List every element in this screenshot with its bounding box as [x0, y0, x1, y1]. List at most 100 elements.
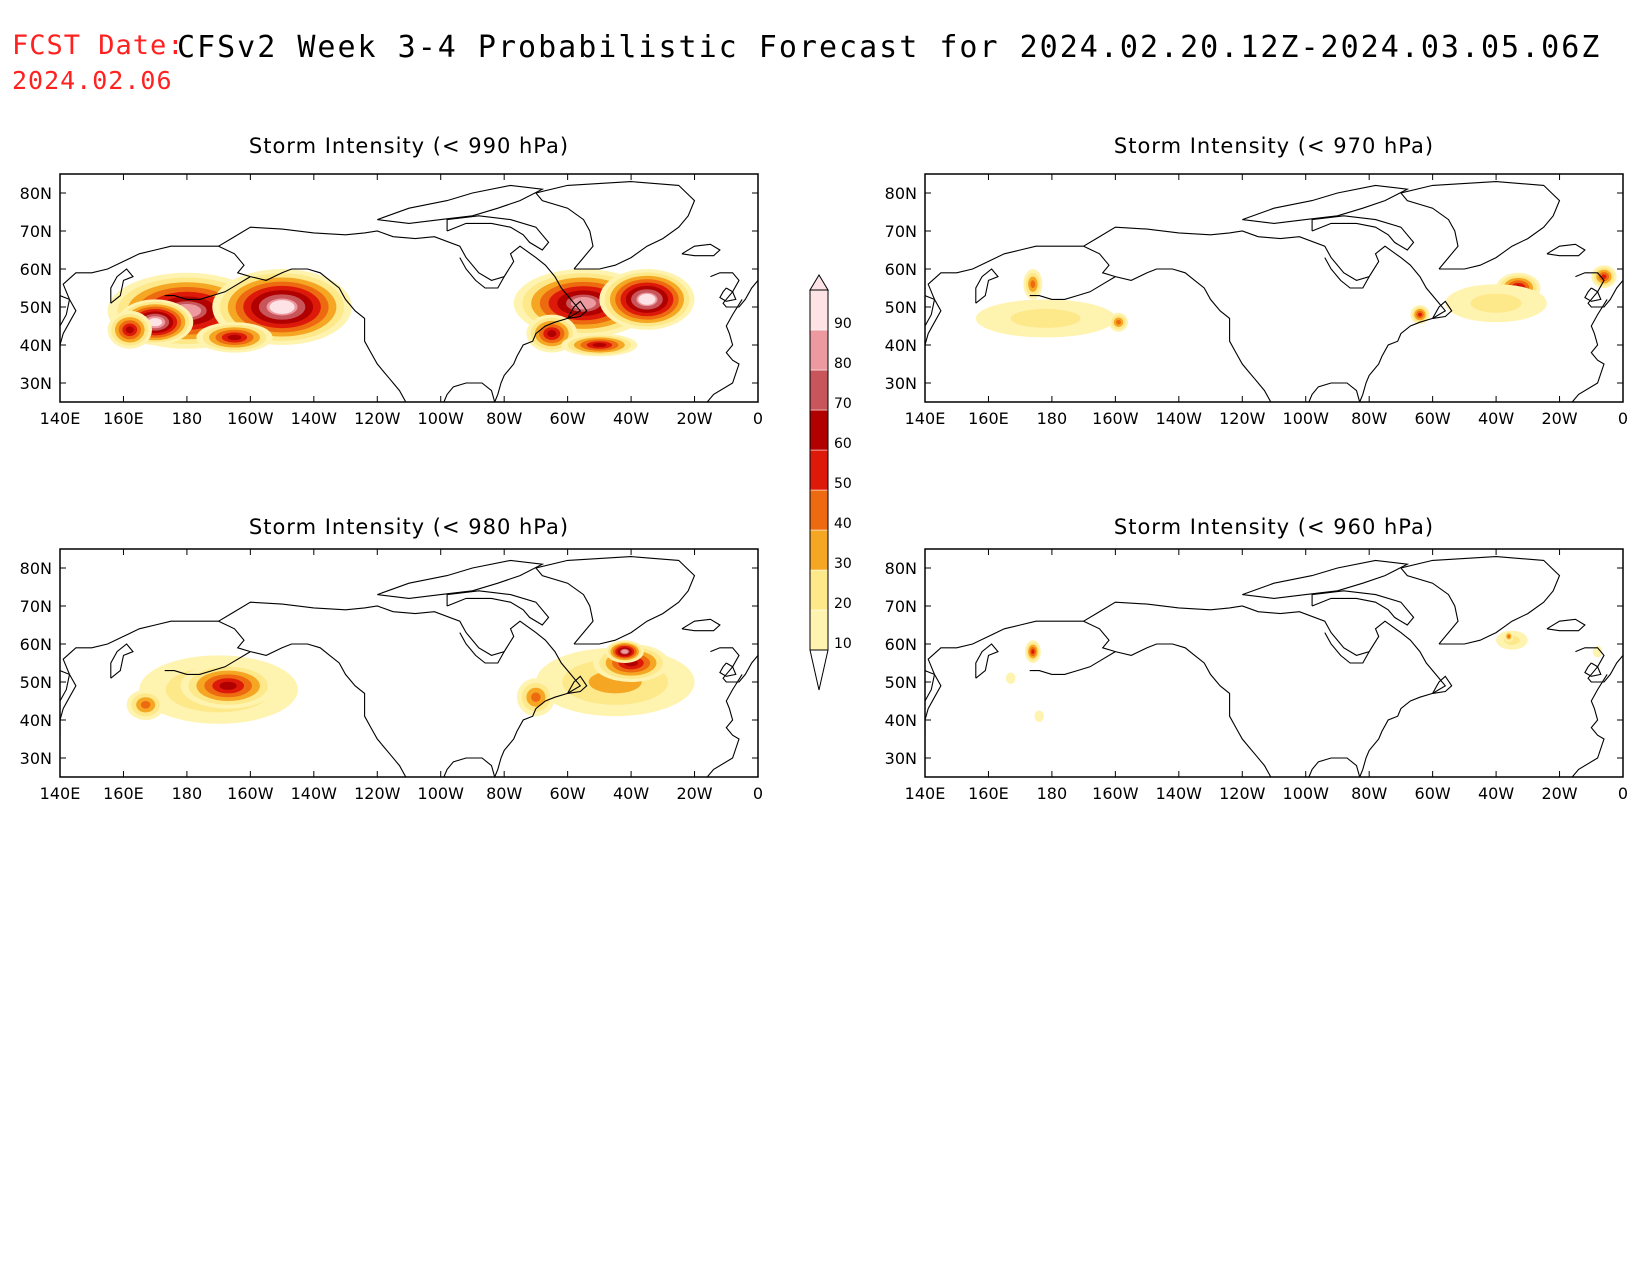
lon-tick-label: 60W	[550, 784, 586, 803]
coastline	[377, 559, 545, 599]
coastline	[377, 184, 545, 224]
coastline	[534, 556, 696, 645]
coastline	[459, 257, 505, 289]
coastline	[1083, 245, 1272, 402]
probability-blob	[570, 297, 597, 310]
probability-blob	[531, 692, 541, 702]
probability-blob	[1116, 319, 1121, 325]
coastline	[218, 245, 407, 402]
lon-tick-label: 140W	[291, 784, 338, 803]
lon-tick-label: 100W	[1283, 784, 1330, 803]
lat-tick-label: 50N	[885, 673, 917, 692]
coastline	[1399, 181, 1561, 270]
colorbar-label: 40	[834, 516, 852, 532]
lon-tick-label: 140W	[1156, 409, 1203, 428]
colorbar-segment	[809, 409, 829, 451]
panel-title: Storm Intensity (< 980 hPa)	[249, 515, 569, 539]
lon-tick-label: 120W	[1219, 784, 1266, 803]
coastline	[1083, 226, 1447, 402]
lon-tick-label: 0	[753, 409, 763, 428]
lat-tick-label: 40N	[885, 711, 917, 730]
lon-tick-label: 0	[1618, 409, 1628, 428]
lon-tick-label: 80W	[486, 409, 522, 428]
lon-tick-label: 180	[172, 409, 203, 428]
map-panel-980: Storm Intensity (< 980 hPa) 140E 160E 180 1…	[20, 515, 763, 803]
lat-tick-label: 50N	[885, 298, 917, 317]
lat-tick-label: 50N	[20, 673, 52, 692]
lat-tick-label: 80N	[20, 559, 52, 578]
coastline	[925, 670, 942, 737]
coastline	[710, 272, 758, 308]
coastline	[567, 675, 588, 694]
lon-tick-label: 160W	[227, 409, 274, 428]
lon-tick-label: 160E	[103, 784, 144, 803]
panel-title: Storm Intensity (< 990 hPa)	[249, 134, 569, 158]
coastline	[1584, 662, 1602, 677]
coastline	[1242, 184, 1410, 224]
probability-blob	[148, 318, 163, 327]
lon-tick-label: 120W	[354, 409, 401, 428]
colorbar-segment	[809, 489, 829, 531]
coastline	[925, 620, 1084, 702]
coastline	[218, 601, 582, 777]
lon-tick-label: 140E	[40, 784, 81, 803]
coastline	[1308, 382, 1361, 402]
coastline	[719, 287, 737, 302]
lon-tick-label: 160E	[103, 409, 144, 428]
lon-tick-label: 20W	[1541, 784, 1577, 803]
probability-blob	[1592, 645, 1603, 658]
colorbar-segment	[809, 289, 829, 331]
probability-blob	[269, 300, 295, 314]
fcst-date-value: 2024.02.06	[12, 66, 173, 95]
lon-tick-label: 140E	[905, 409, 946, 428]
coastline	[1571, 674, 1608, 777]
lat-tick-label: 60N	[885, 635, 917, 654]
coastline	[60, 670, 77, 737]
coastline	[1083, 601, 1447, 777]
lon-tick-label: 20W	[1541, 409, 1577, 428]
coastline	[1546, 243, 1586, 257]
coastline	[1308, 757, 1361, 777]
lon-tick-label: 40W	[1478, 784, 1514, 803]
lon-tick-label: 20W	[676, 409, 712, 428]
lat-tick-label: 40N	[20, 336, 52, 355]
lon-tick-label: 140W	[291, 409, 338, 428]
colorbar-label: 20	[834, 596, 852, 612]
lon-tick-label: 40W	[613, 784, 649, 803]
lon-tick-label: 60W	[1415, 409, 1451, 428]
lon-tick-label: 120W	[354, 784, 401, 803]
coastline	[446, 590, 550, 626]
coastline	[1324, 257, 1370, 289]
lon-tick-label: 60W	[550, 409, 586, 428]
probability-blob	[592, 342, 607, 348]
coastline	[110, 643, 134, 679]
coastline	[975, 268, 999, 304]
probability-blob	[621, 649, 629, 654]
coastline	[1575, 272, 1623, 308]
coastline	[710, 647, 758, 683]
lon-tick-label: 80W	[1351, 409, 1387, 428]
coastline	[975, 643, 999, 679]
coastline	[706, 299, 743, 402]
coastline	[1242, 559, 1410, 599]
colorbar-segment	[809, 329, 829, 371]
lon-tick-label: 160W	[1092, 409, 1139, 428]
lon-tick-label: 40W	[613, 409, 649, 428]
colorbar: 10 20 30 40 50 60 70 80 90	[809, 274, 852, 691]
lon-tick-label: 100W	[418, 409, 465, 428]
lat-tick-label: 40N	[885, 336, 917, 355]
coastline	[1432, 675, 1453, 694]
probability-blob	[140, 701, 151, 709]
coastline	[1432, 300, 1453, 319]
lon-tick-label: 160E	[968, 784, 1009, 803]
lat-tick-label: 30N	[20, 749, 52, 768]
coastline	[218, 226, 582, 402]
lat-tick-label: 60N	[20, 635, 52, 654]
coastline	[60, 245, 219, 327]
coastline	[681, 618, 721, 632]
panel-title: Storm Intensity (< 970 hPa)	[1114, 134, 1434, 158]
coastline	[1311, 215, 1415, 251]
colorbar-label: 60	[834, 436, 852, 452]
coastline	[1571, 299, 1608, 402]
colorbar-segment	[809, 529, 829, 571]
